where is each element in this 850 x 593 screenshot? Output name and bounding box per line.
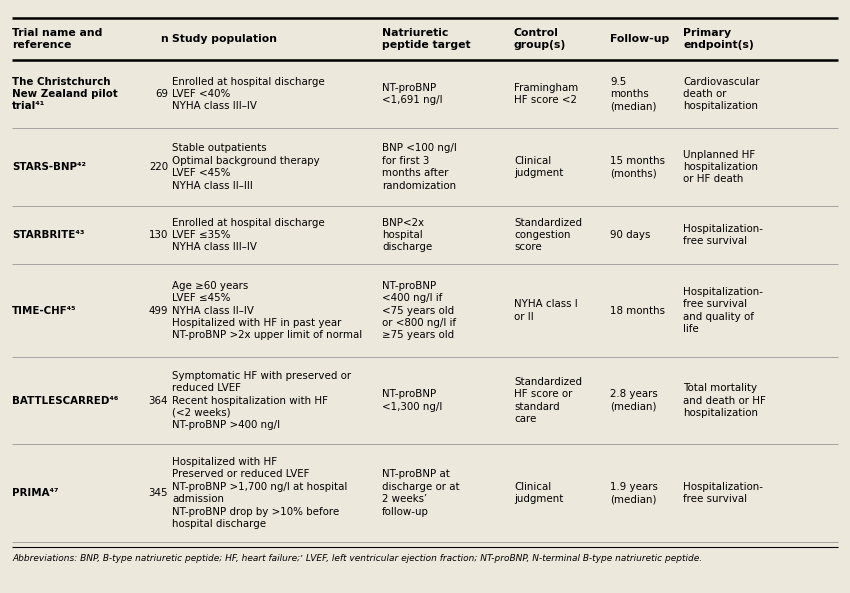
Text: 1.9 years
(median): 1.9 years (median) [610, 482, 658, 504]
Text: Natriuretic
peptide target: Natriuretic peptide target [382, 28, 471, 50]
Text: BNP<2x
hospital
discharge: BNP<2x hospital discharge [382, 218, 433, 253]
Text: 18 months: 18 months [610, 305, 665, 315]
Text: Age ≥60 years
LVEF ≤45%
NYHA class II–IV
Hospitalized with HF in past year
NT-pr: Age ≥60 years LVEF ≤45% NYHA class II–IV… [172, 280, 362, 340]
Text: 130: 130 [149, 230, 168, 240]
Text: 345: 345 [149, 488, 168, 498]
Text: Primary
endpoint(s): Primary endpoint(s) [683, 28, 754, 50]
Text: Clinical
judgment: Clinical judgment [514, 156, 564, 178]
Text: Symptomatic HF with preserved or
reduced LVEF
Recent hospitalization with HF
(<2: Symptomatic HF with preserved or reduced… [172, 371, 351, 431]
Text: Hospitalized with HF
Preserved or reduced LVEF
NT-proBNP >1,700 ng/l at hospital: Hospitalized with HF Preserved or reduce… [172, 457, 348, 529]
Text: NT-proBNP
<1,300 ng/l: NT-proBNP <1,300 ng/l [382, 389, 442, 412]
Text: The Christchurch
New Zealand pilot
trial⁴¹: The Christchurch New Zealand pilot trial… [12, 76, 118, 111]
Text: NYHA class I
or II: NYHA class I or II [514, 299, 578, 321]
Text: Unplanned HF
hospitalization
or HF death: Unplanned HF hospitalization or HF death [683, 149, 758, 184]
Text: Study population: Study population [172, 34, 277, 44]
Text: PRIMA⁴⁷: PRIMA⁴⁷ [12, 488, 59, 498]
Text: n: n [161, 34, 168, 44]
Text: 90 days: 90 days [610, 230, 650, 240]
Text: Clinical
judgment: Clinical judgment [514, 482, 564, 504]
Text: Enrolled at hospital discharge
LVEF <40%
NYHA class III–IV: Enrolled at hospital discharge LVEF <40%… [172, 76, 325, 111]
Text: 69: 69 [155, 89, 168, 99]
Text: BNP <100 ng/l
for first 3
months after
randomization: BNP <100 ng/l for first 3 months after r… [382, 144, 456, 190]
Text: Stable outpatients
Optimal background therapy
LVEF <45%
NYHA class II–III: Stable outpatients Optimal background th… [172, 144, 320, 190]
Text: Hospitalization-
free survival: Hospitalization- free survival [683, 482, 763, 504]
Text: NT-proBNP
<1,691 ng/l: NT-proBNP <1,691 ng/l [382, 83, 443, 105]
Text: Standardized
congestion
score: Standardized congestion score [514, 218, 582, 253]
Text: Hospitalization-
free survival
and quality of
life: Hospitalization- free survival and quali… [683, 287, 763, 334]
Text: 15 months
(months): 15 months (months) [610, 156, 665, 178]
Text: STARBRITE⁴³: STARBRITE⁴³ [12, 230, 84, 240]
Text: Standardized
HF score or
standard
care: Standardized HF score or standard care [514, 377, 582, 424]
Text: 9.5
months
(median): 9.5 months (median) [610, 76, 656, 111]
Text: Control
group(s): Control group(s) [514, 28, 566, 50]
Text: Abbreviations: BNP, B-type natriuretic peptide; HF, heart failure;ʼ LVEF, left v: Abbreviations: BNP, B-type natriuretic p… [12, 554, 702, 563]
Text: TIME-CHF⁴⁵: TIME-CHF⁴⁵ [12, 305, 76, 315]
Text: Total mortality
and death or HF
hospitalization: Total mortality and death or HF hospital… [683, 383, 766, 418]
Text: NT-proBNP
<400 ng/l if
<75 years old
or <800 ng/l if
≥75 years old: NT-proBNP <400 ng/l if <75 years old or … [382, 280, 456, 340]
Text: 2.8 years
(median): 2.8 years (median) [610, 389, 658, 412]
Text: STARS-BNP⁴²: STARS-BNP⁴² [12, 162, 86, 172]
Text: Framingham
HF score <2: Framingham HF score <2 [514, 83, 578, 105]
Text: NT-proBNP at
discharge or at
2 weeks’
follow-up: NT-proBNP at discharge or at 2 weeks’ fo… [382, 470, 460, 517]
Text: Hospitalization-
free survival: Hospitalization- free survival [683, 224, 763, 246]
Text: Follow-up: Follow-up [610, 34, 669, 44]
Text: 364: 364 [149, 396, 168, 406]
Text: Enrolled at hospital discharge
LVEF ≤35%
NYHA class III–IV: Enrolled at hospital discharge LVEF ≤35%… [172, 218, 325, 253]
Text: 499: 499 [149, 305, 168, 315]
Text: Trial name and
reference: Trial name and reference [12, 28, 102, 50]
Text: 220: 220 [149, 162, 168, 172]
Text: BATTLESCARRED⁴⁶: BATTLESCARRED⁴⁶ [12, 396, 118, 406]
Text: Cardiovascular
death or
hospitalization: Cardiovascular death or hospitalization [683, 76, 760, 111]
